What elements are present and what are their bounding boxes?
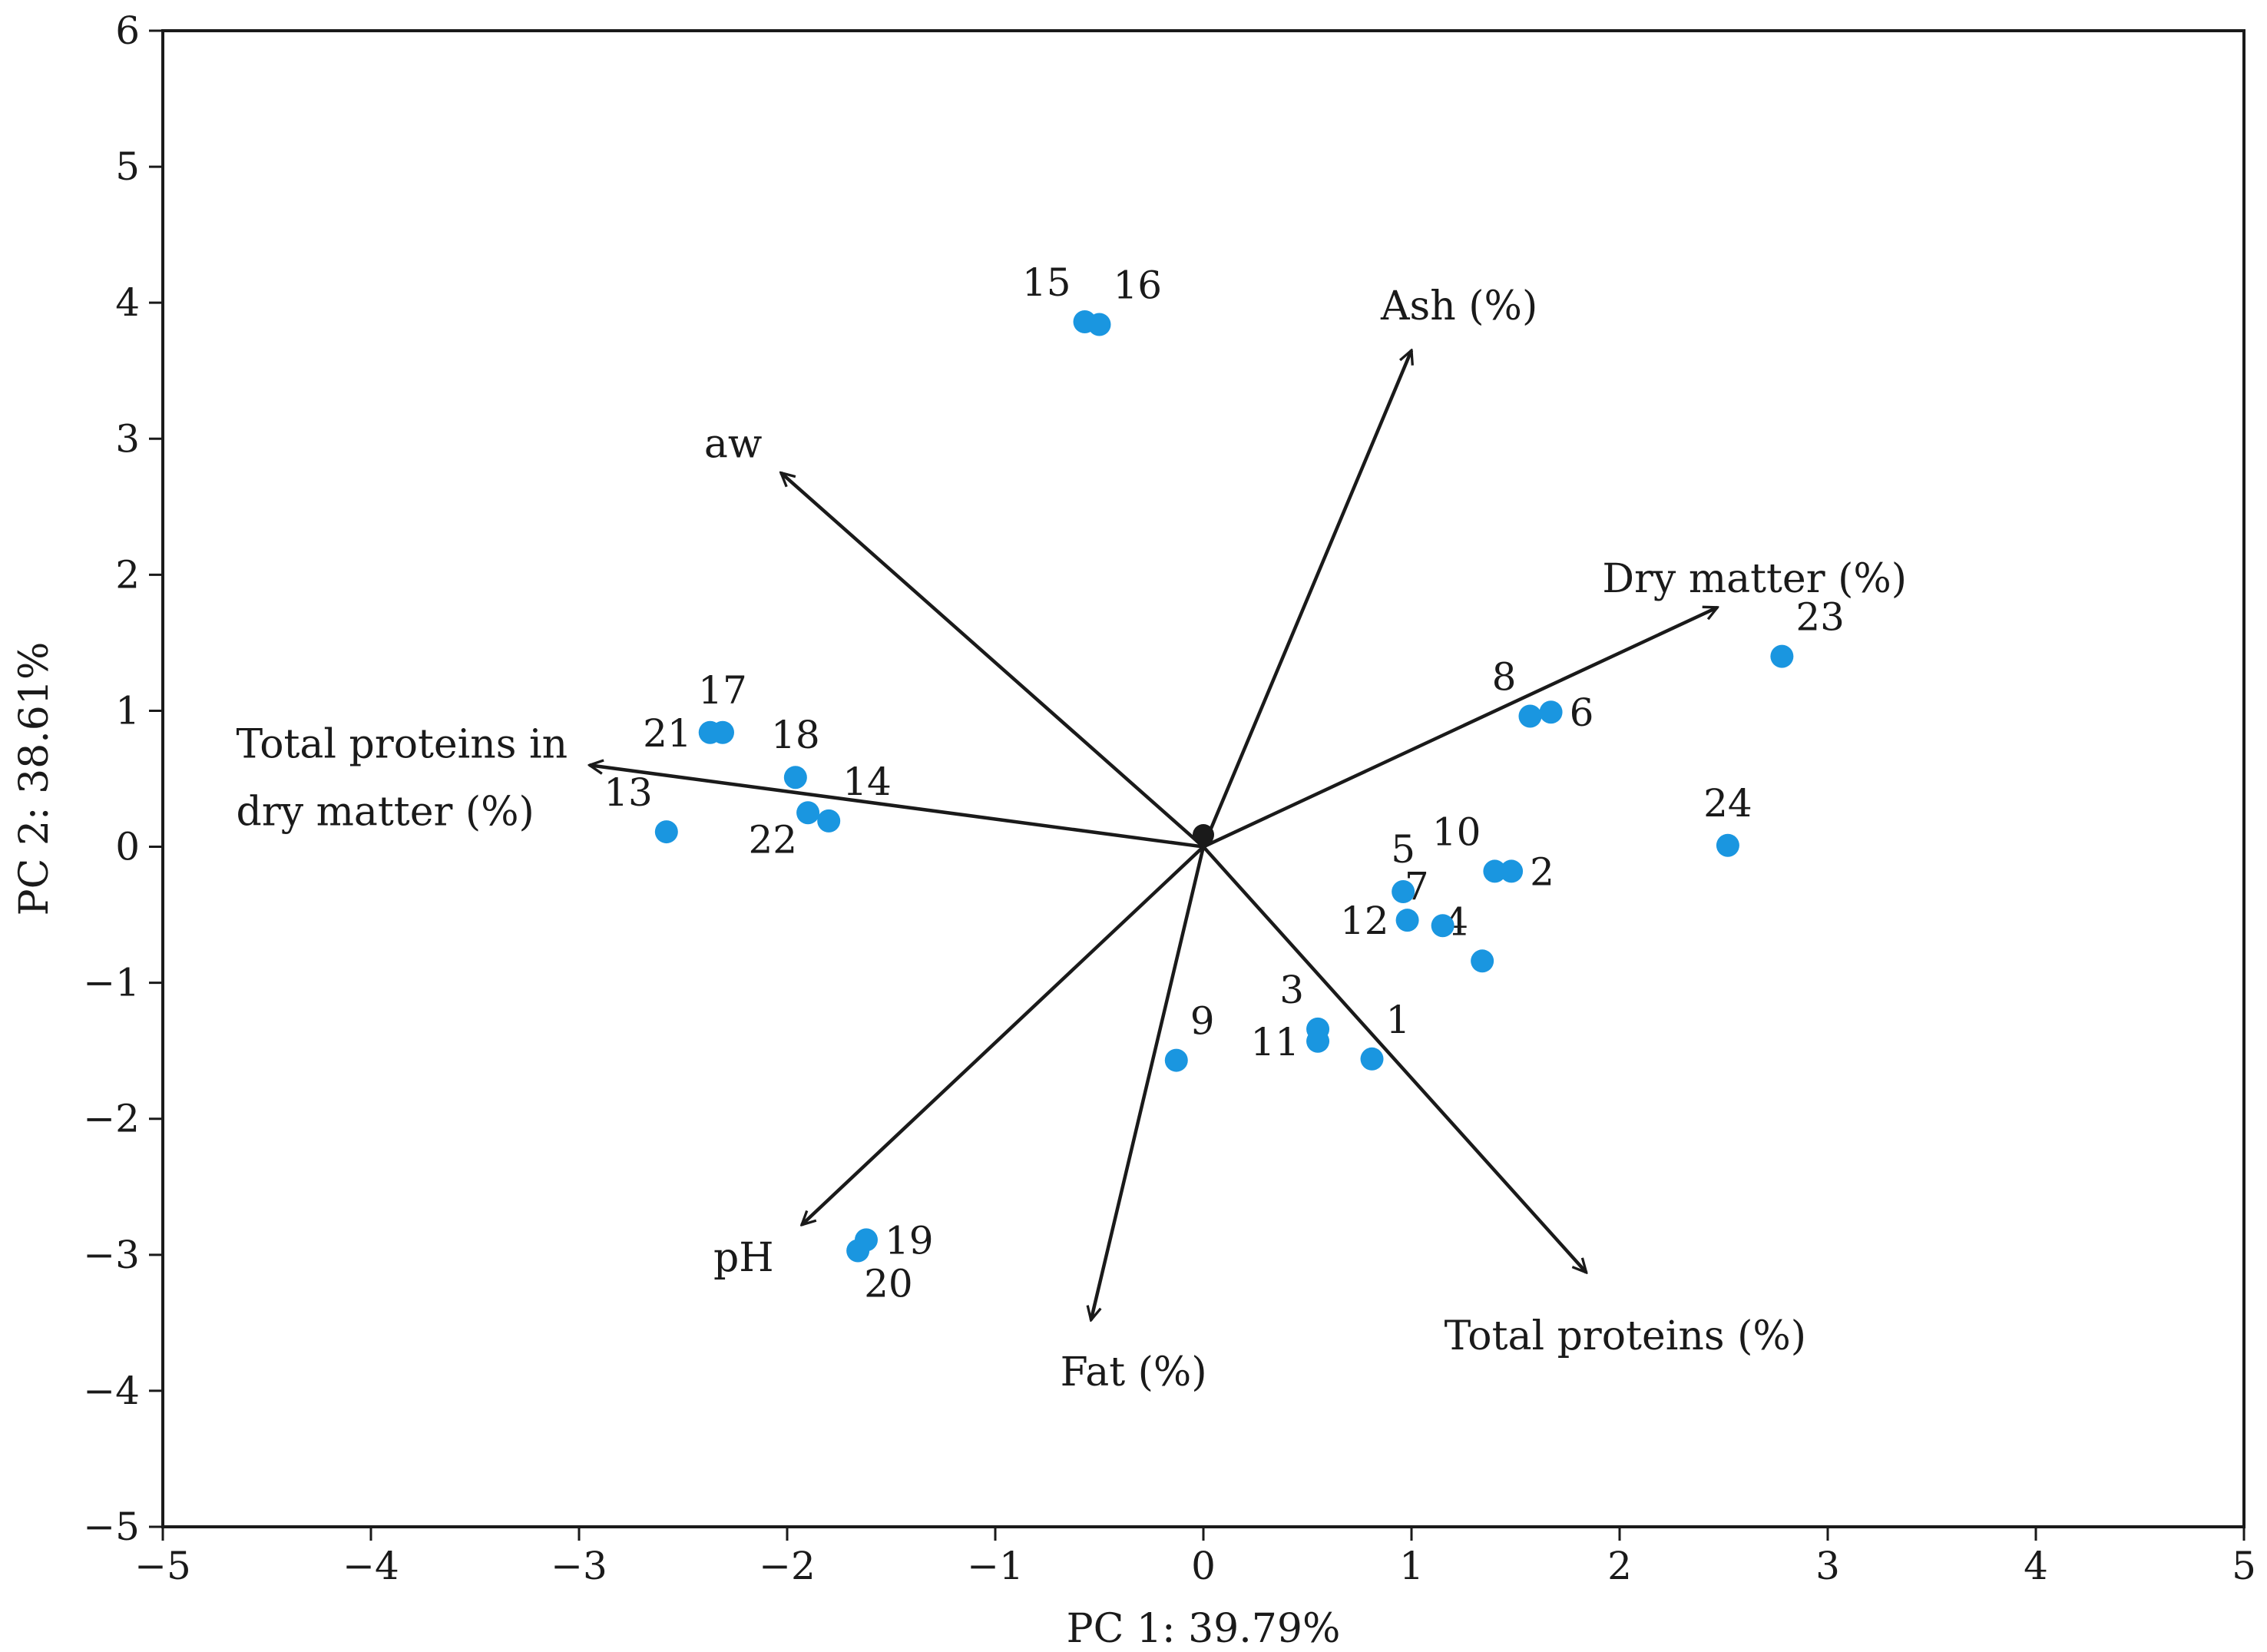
score-point — [654, 820, 678, 844]
y-tick-label: 6 — [115, 8, 140, 53]
y-tick-label: 0 — [115, 825, 140, 869]
score-point — [1518, 704, 1542, 728]
score-point — [817, 809, 841, 833]
score-point-label: 16 — [1114, 263, 1163, 308]
score-point-label: 20 — [864, 1262, 913, 1306]
score-point-label: 8 — [1492, 655, 1517, 700]
score-point — [783, 766, 807, 790]
y-tick-label: 2 — [115, 552, 140, 597]
x-tick-label: −2 — [759, 1544, 816, 1588]
score-point-label: 13 — [604, 770, 653, 815]
loading-label: Ash (%) — [1380, 283, 1537, 329]
origin-marker — [1193, 824, 1214, 846]
y-tick-label: −3 — [83, 1233, 140, 1277]
loading-label: Total proteins (%) — [1445, 1313, 1806, 1359]
score-point — [796, 801, 820, 825]
score-point-label: 10 — [1432, 809, 1481, 854]
loading-label: pH — [713, 1235, 774, 1281]
y-tick-label: −5 — [83, 1505, 140, 1549]
y-tick-label: −4 — [83, 1369, 140, 1413]
x-tick-label: 1 — [1399, 1544, 1424, 1588]
x-tick-label: −4 — [343, 1544, 399, 1588]
score-point-label: 7 — [1405, 864, 1429, 909]
score-point — [1395, 909, 1419, 932]
loading-label: Total proteins in dry matter (%) — [237, 721, 568, 835]
loading-vectors: Ash (%) aw Dry matter (%) Total proteins in… — [237, 283, 1908, 1395]
loading-vector — [1203, 607, 1717, 849]
score-point-label: 23 — [1795, 595, 1845, 640]
score-point-label: 24 — [1703, 781, 1752, 826]
score-point — [1716, 833, 1739, 857]
score-point-label: 3 — [1279, 968, 1304, 1012]
score-point — [1483, 859, 1507, 883]
score-point — [698, 720, 722, 744]
score-point-label: 2 — [1530, 849, 1554, 894]
x-tick-label: 0 — [1191, 1544, 1216, 1588]
score-point-label: 22 — [748, 817, 797, 862]
score-point — [1770, 644, 1794, 668]
x-tick-label: 4 — [2024, 1544, 2048, 1588]
x-tick-label: −5 — [134, 1544, 191, 1588]
score-point — [1500, 859, 1524, 883]
x-tick-label: 3 — [1815, 1544, 1840, 1588]
score-point — [1431, 914, 1455, 938]
loading-vector — [781, 473, 1205, 849]
score-point-label: 19 — [885, 1218, 934, 1263]
x-tick-label: 2 — [1607, 1544, 1632, 1588]
score-point-label: 5 — [1391, 827, 1415, 872]
loading-vector — [802, 845, 1205, 1225]
score-point — [846, 1239, 870, 1263]
score-point-label: 12 — [1340, 899, 1389, 943]
score-point-label: 17 — [698, 668, 747, 713]
y-tick-label: 5 — [115, 144, 140, 189]
loading-vector — [1091, 846, 1206, 1320]
y-tick-label: 4 — [115, 280, 140, 325]
score-point — [1087, 313, 1111, 336]
loading-label: Dry matter (%) — [1602, 556, 1907, 602]
score-point — [1539, 700, 1563, 724]
x-axis-title: PC 1: 39.79% — [1067, 1606, 1341, 1652]
score-point — [1306, 1029, 1330, 1053]
score-point — [1392, 879, 1415, 903]
plot-frame — [161, 29, 2245, 1528]
score-point — [1360, 1047, 1384, 1071]
score-point-label: 1 — [1386, 998, 1411, 1042]
score-point — [1164, 1048, 1188, 1072]
x-tick-label: −3 — [551, 1544, 607, 1588]
x-tick-label: 5 — [2232, 1544, 2256, 1588]
y-tick-label: −1 — [83, 961, 140, 1005]
score-point-label: 6 — [1570, 690, 1594, 735]
score-point-label: 15 — [1022, 260, 1071, 305]
loading-label: aw — [704, 422, 763, 468]
loading-vector — [1201, 350, 1411, 848]
loading-label: Fat (%) — [1061, 1349, 1207, 1395]
score-point-label: 18 — [771, 713, 820, 757]
score-point — [1471, 949, 1494, 973]
y-tick-label: 3 — [115, 416, 140, 461]
score-point-label: 11 — [1250, 1020, 1299, 1064]
loading-vector — [1202, 846, 1587, 1273]
score-point-label: 21 — [643, 711, 692, 756]
x-tick-label: −1 — [967, 1544, 1024, 1588]
score-point-label: 14 — [842, 760, 892, 804]
y-axis-title: PC 2: 38.61% — [12, 642, 58, 916]
score-point-label: 9 — [1190, 999, 1215, 1044]
y-tick-label: 1 — [115, 688, 140, 733]
loading-vector — [590, 765, 1204, 849]
y-tick-label: −2 — [83, 1097, 140, 1141]
